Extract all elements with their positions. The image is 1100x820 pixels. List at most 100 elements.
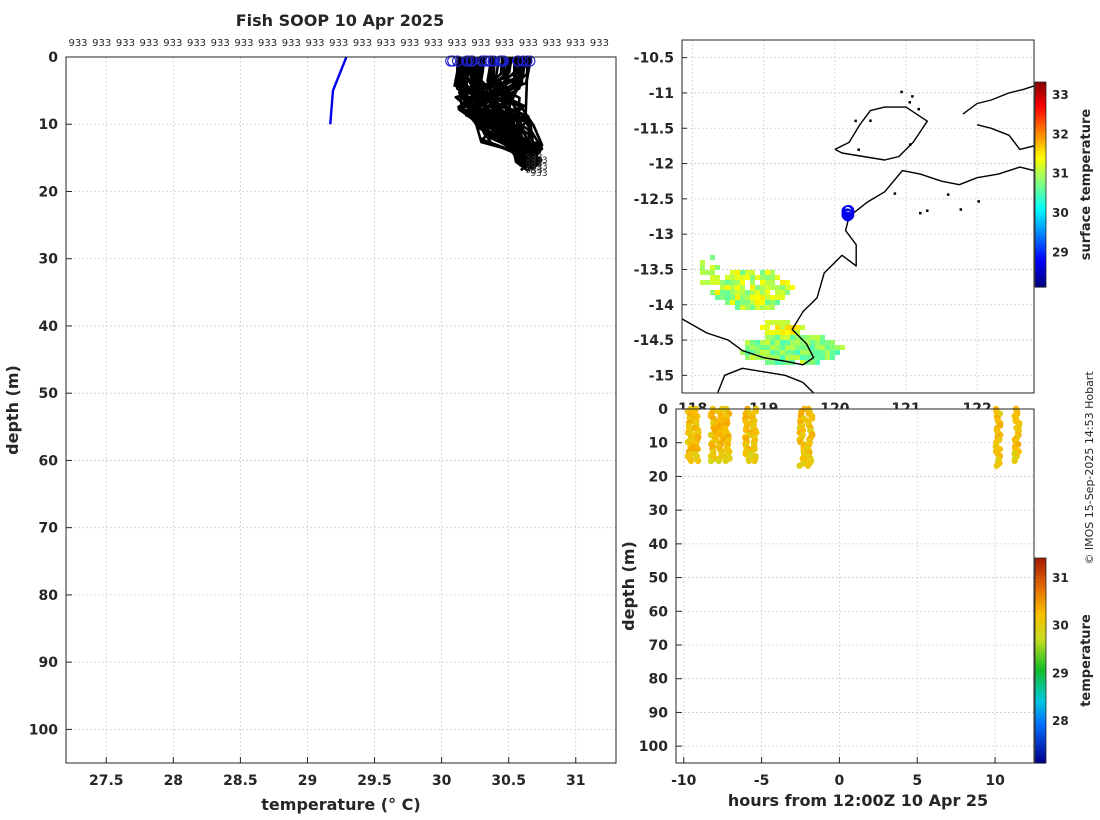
sst-pixel [760,350,765,355]
ts-ytick-label: 20 [649,469,669,485]
temp-colorbar-tick: 29 [1052,666,1069,680]
sst-colorbar-segment [1035,232,1046,237]
sst-pixel [785,350,790,355]
sst-colorbar-segment [1035,150,1046,155]
ts-sample [687,457,695,465]
sst-pixel [755,355,760,360]
temp-colorbar-segment [1035,745,1046,750]
sst-colorbar-tick: 29 [1052,246,1069,260]
map-ytick-label: -11 [649,86,674,102]
sst-pixel [775,290,780,295]
sst-pixel [795,335,800,340]
sst-pixel [710,290,715,295]
profile-panel: 27.5 28 28.5 29 29.5 30 30.5 31 0 10 20 30 40 50 60 70 8… [3,38,617,814]
temp-colorbar-segment [1035,657,1046,662]
sst-colorbar-tick: 33 [1052,88,1069,102]
profile-line [460,56,538,168]
temp-colorbar-segment [1035,715,1046,720]
sst-pixel [770,340,775,345]
sst-pixel [760,295,765,300]
map-ytick-label: -15 [649,368,674,384]
sst-pixel [730,270,735,275]
sst-pixel [770,355,775,360]
sst-colorbar-segment [1035,184,1046,189]
sst-pixel [750,285,755,290]
sst-pixel [760,300,765,305]
sst-pixel [750,295,755,300]
profile-start-marker [465,55,477,67]
sst-pixel [800,325,805,330]
ts-xtick-label: 0 [835,773,845,789]
ts-ytick-label: 0 [658,402,668,418]
profile-end-label: 933 [530,156,547,166]
sst-pixel [780,355,785,360]
profile-ytick-label: 10 [39,117,59,133]
station-label: 933 [234,38,253,49]
coastline [976,124,1035,151]
sst-pixel [805,340,810,345]
island-dot [946,193,950,196]
sst-pixel [725,285,730,290]
sst-colorbar-tick: 30 [1052,206,1069,220]
sst-pixel [785,325,790,330]
sst-pixel [810,335,815,340]
sst-pixel [795,350,800,355]
sst-pixel [830,350,835,355]
sst-colorbar-segment [1035,140,1046,145]
sst-pixel [835,345,840,350]
sst-pixel [735,280,740,285]
ts-sample [796,462,803,469]
coastline [681,166,1035,366]
profile-axes-box [65,56,617,764]
temp-colorbar-segment [1035,571,1046,576]
temp-colorbar-segment [1035,636,1046,641]
sst-pixel [775,320,780,325]
sst-pixel [805,350,810,355]
sst-colorbar-segment [1035,116,1046,121]
ts-xtick-label: 10 [985,773,1005,789]
sst-pixel [770,330,775,335]
sst-pixel [795,330,800,335]
sst-pixel [790,350,795,355]
profile-line [462,56,544,164]
ts-ytick-label: 10 [649,436,669,452]
ts-ylabel: depth (m) [619,541,638,631]
ts-ytick-label: 40 [649,537,669,553]
sst-colorbar-segment [1035,225,1046,230]
sst-pixel [765,300,770,305]
sst-pixel [830,340,835,345]
sst-pixel [765,355,770,360]
station-label: 933 [68,38,87,49]
sst-pixel [770,320,775,325]
sst-pixel [805,345,810,350]
sst-pixel [740,300,745,305]
temp-colorbar-segment [1035,619,1046,624]
sst-colorbar-segment [1035,194,1046,199]
map-panel: 118119120121122-10.5-11-11.5-12-12.5-13-… [634,39,1094,417]
profile-ytick-label: 100 [29,722,58,738]
sst-pixel [710,265,715,270]
sst-pixel [735,295,740,300]
sst-pixel [810,345,815,350]
profile-start-marker [512,55,524,67]
sst-colorbar-segment [1035,136,1046,141]
map-ytick-label: -13.5 [634,262,674,278]
sst-pixel [745,340,750,345]
ts-xtick-label: -10 [671,773,697,789]
temp-colorbar-label: temperature [1079,614,1094,707]
sst-pixel [725,290,730,295]
ts-sample [715,457,723,465]
sst-pixel [830,355,835,360]
profile-ytick-label: 80 [39,588,59,604]
sst-pixel [775,300,780,305]
temp-colorbar-segment [1035,701,1046,706]
sst-colorbar-segment [1035,146,1046,151]
sst-pixel [745,270,750,275]
sst-pixel [775,285,780,290]
sst-pixel [735,290,740,295]
sst-pixel [800,345,805,350]
sst-colorbar-segment [1035,119,1046,124]
temp-colorbar-segment [1035,735,1046,740]
sst-pixel [740,280,745,285]
